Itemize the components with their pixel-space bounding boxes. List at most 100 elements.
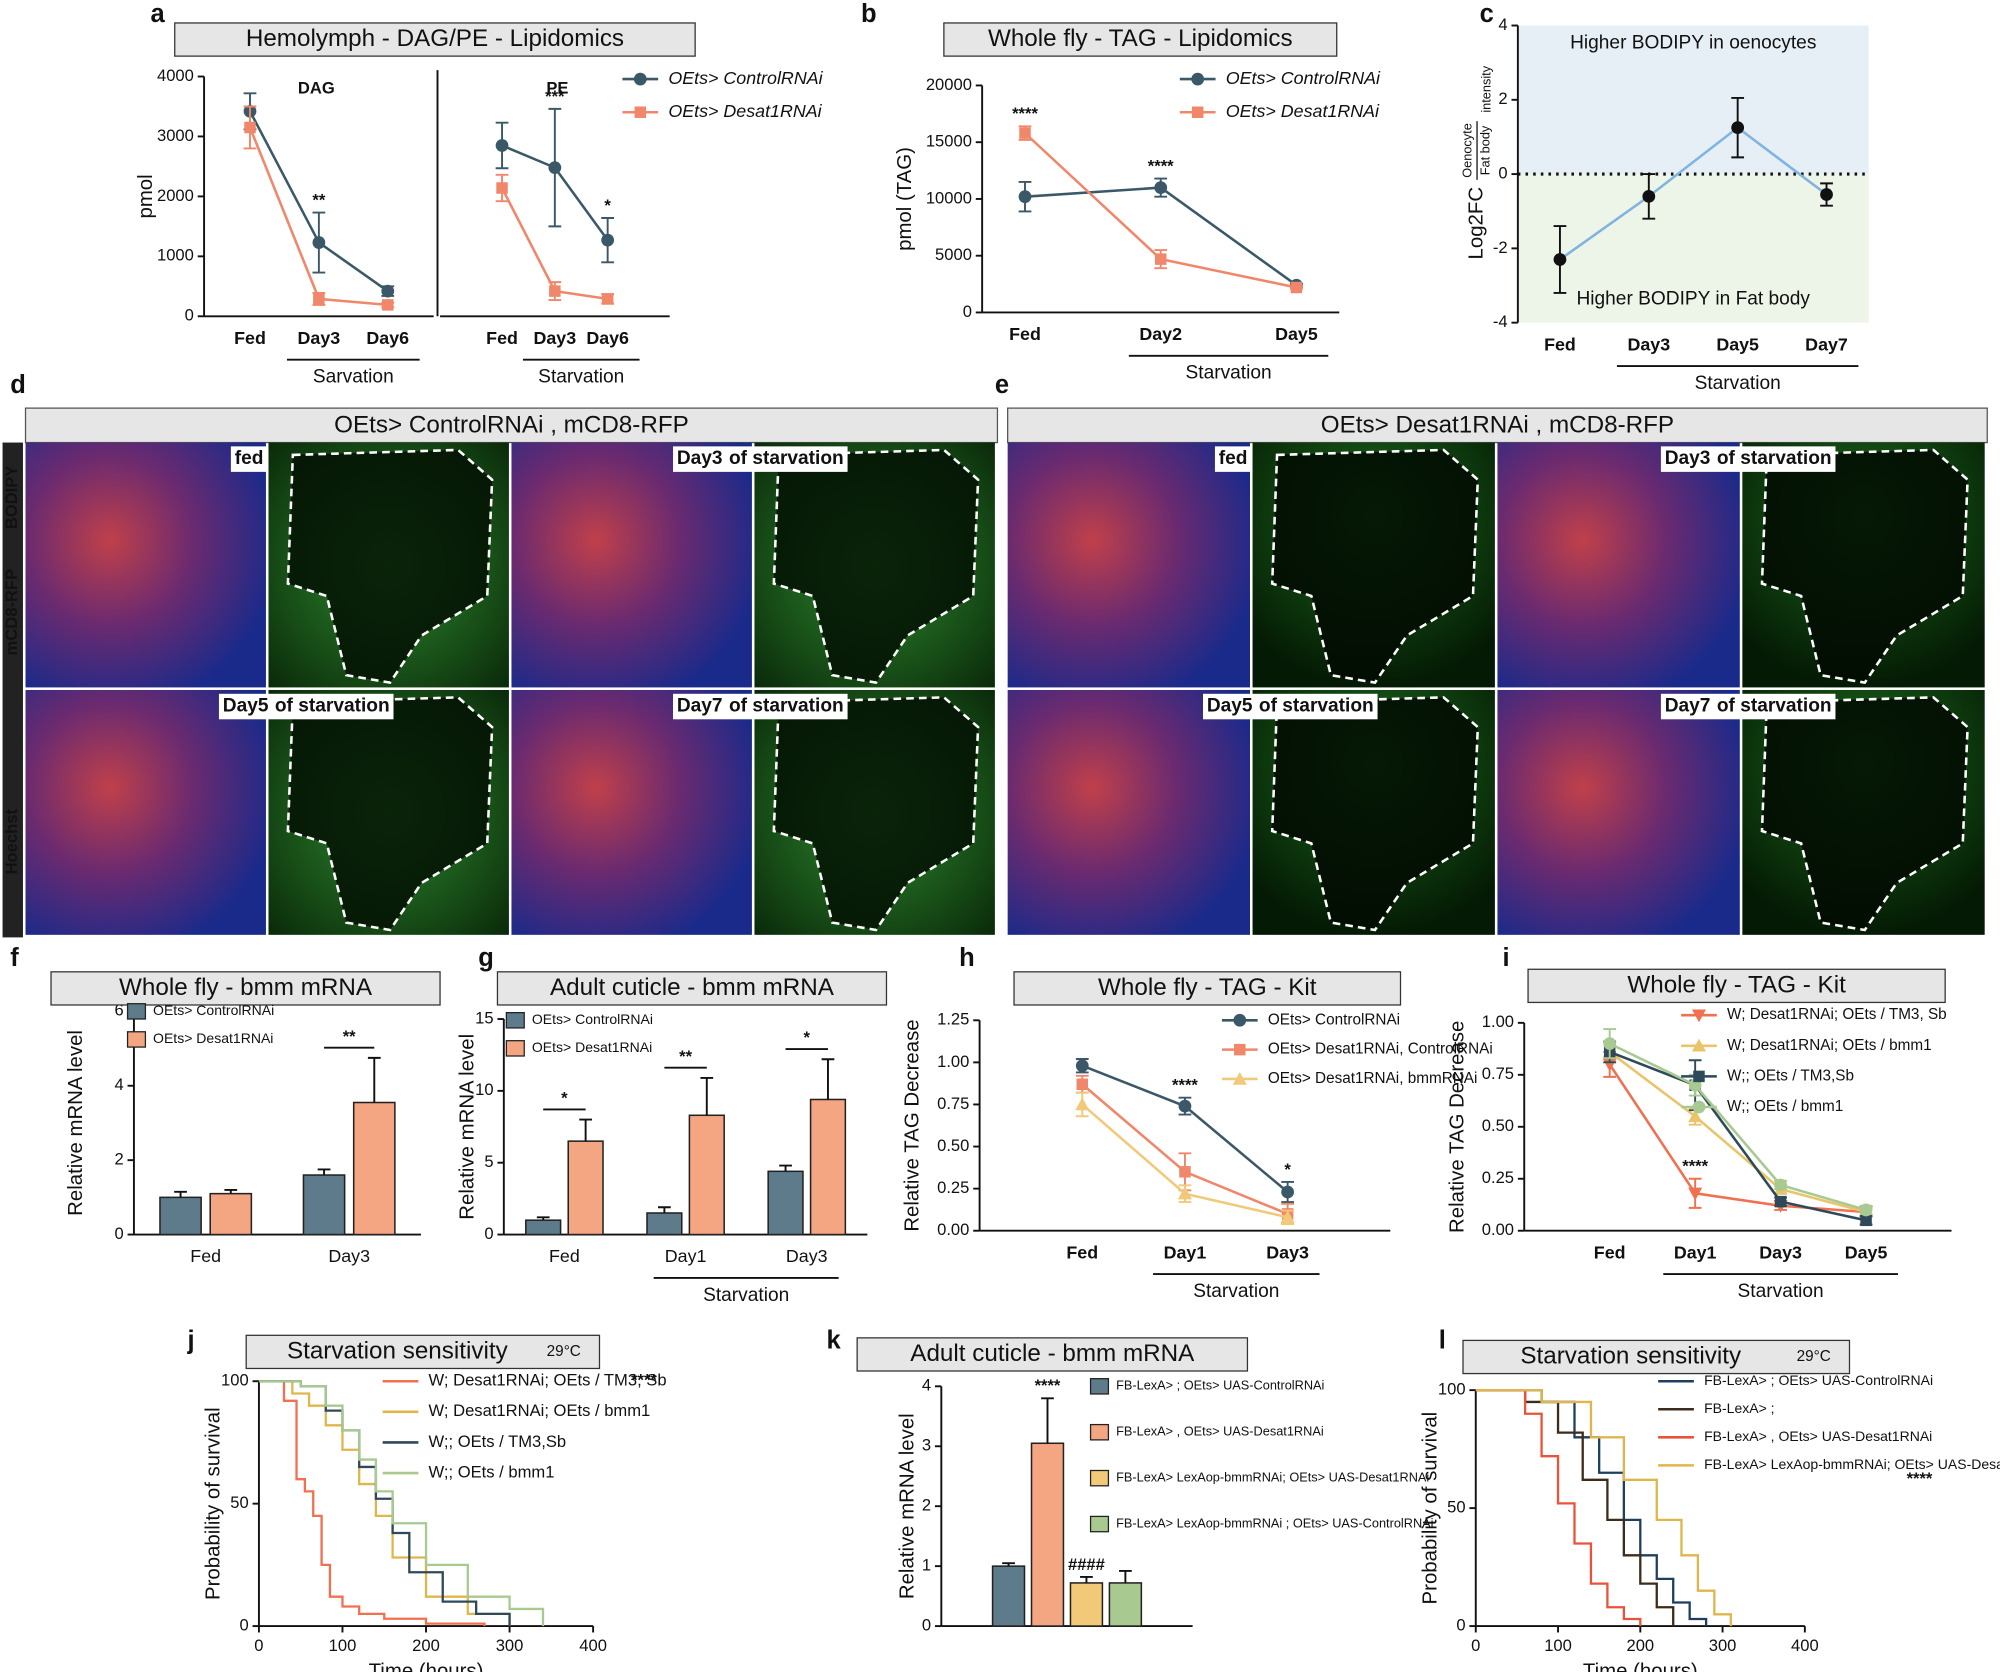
image-label-day: Day7 xyxy=(1665,696,1711,717)
y-tick-label: -4 xyxy=(1493,312,1508,331)
region-outline xyxy=(286,696,494,932)
label-bg xyxy=(230,446,268,472)
x-tick-label: 0 xyxy=(254,1636,263,1655)
legend-label: FB-LexA> , OEts> UAS-Desat1RNAi xyxy=(1704,1428,1932,1444)
x-tick-label: 300 xyxy=(496,1636,524,1655)
significance: * xyxy=(561,1089,568,1108)
x-tick-label: Day7 xyxy=(1805,334,1848,354)
panel-letter: g xyxy=(478,944,494,972)
x-tick-label: Fed xyxy=(486,328,518,348)
image-label-day: Day3 xyxy=(1665,448,1711,469)
x-tick-label: 100 xyxy=(329,1636,357,1655)
channel-label: BODIPY xyxy=(2,466,21,530)
label-bg xyxy=(673,693,848,720)
y-tick-label: 1 xyxy=(922,1556,931,1575)
x-tick-label: 200 xyxy=(1626,1636,1654,1655)
bar xyxy=(159,1196,202,1236)
merged-image xyxy=(25,442,266,688)
error-bar xyxy=(821,1058,835,1100)
legend-marker xyxy=(1191,72,1205,86)
image-label: of starvation xyxy=(1259,696,1374,717)
legend-swatch xyxy=(505,1040,525,1057)
marker xyxy=(1642,189,1656,203)
y-tick-label: 0 xyxy=(484,1224,493,1243)
chart-title: Whole fly - TAG - Kit xyxy=(1098,974,1317,1001)
annotation: Higher BODIPY in Fat body xyxy=(1576,289,1810,310)
error-bar xyxy=(779,1164,792,1172)
marker xyxy=(601,293,614,305)
merged-image xyxy=(1497,442,1740,688)
panel-letter: j xyxy=(186,1326,194,1354)
y-tick-label: 2 xyxy=(114,1150,123,1169)
y-tick-label: 0 xyxy=(114,1224,123,1243)
subplot-label: DAG xyxy=(298,79,335,98)
chart-title: Adult cuticle - bmm mRNA xyxy=(910,1340,1195,1367)
subplot-label: PE xyxy=(546,79,568,98)
image-label: of starvation xyxy=(729,448,844,469)
chart-title: Adult cuticle - bmm mRNA xyxy=(550,974,835,1001)
marker xyxy=(1290,281,1303,294)
legend-swatch xyxy=(126,1031,147,1048)
image-label-day: Day5 xyxy=(223,696,269,717)
error-bar xyxy=(536,1216,550,1221)
note: 29°C xyxy=(1797,1348,1831,1365)
x-tick-label: Day6 xyxy=(366,328,409,348)
bar xyxy=(767,1170,804,1236)
region-outline xyxy=(1760,696,1969,932)
significance: **** xyxy=(1148,156,1174,175)
legend-label: FB-LexA> LexAop-bmmRNAi ; OEts> UAS-Cont… xyxy=(1116,1515,1433,1530)
region-outline xyxy=(772,448,980,684)
image-label: of starvation xyxy=(275,696,390,717)
y-axis-label: pmol xyxy=(135,174,157,218)
y-axis-label: Probability of survival xyxy=(203,1407,225,1600)
x-tick-label: Fed xyxy=(190,1246,221,1266)
marker xyxy=(381,284,395,298)
y-axis-label: pmol (TAG) xyxy=(894,147,916,251)
legend-marker xyxy=(1692,1100,1706,1114)
legend-label: W; Desat1RNAi; OEts / TM3, Sb xyxy=(1727,1006,1947,1023)
y-tick-label: 4 xyxy=(922,1376,931,1395)
x-tick-label: Day3 xyxy=(328,1246,370,1266)
bar xyxy=(525,1219,562,1236)
panel-letter: e xyxy=(995,371,1009,399)
y-tick-label: 5 xyxy=(484,1152,493,1171)
y-axis-label: Probability of survival xyxy=(1420,1412,1442,1605)
y-tick-label: 10000 xyxy=(926,188,972,207)
bar xyxy=(809,1098,847,1236)
y-tick-label: 1.25 xyxy=(937,1010,969,1029)
legend-swatch xyxy=(1089,1378,1110,1395)
image-label: of starvation xyxy=(1717,448,1832,469)
y-tick-label: 20000 xyxy=(926,75,972,94)
title-box xyxy=(1462,1339,1851,1375)
merged-image xyxy=(1497,689,1740,935)
x-tick-label: Day3 xyxy=(298,328,341,348)
title-box xyxy=(1527,968,1946,1004)
bar xyxy=(991,1565,1026,1627)
y-tick-label: 100 xyxy=(1438,1380,1466,1399)
x-tick-label: 100 xyxy=(1544,1636,1572,1655)
error-bar xyxy=(1080,1575,1093,1583)
legend-marker xyxy=(1691,1038,1706,1052)
x-tick-label: Fed xyxy=(1009,324,1041,344)
legend-label: OEts> Desat1RNAi xyxy=(668,101,822,121)
y-tick-label: 0.50 xyxy=(1482,1116,1514,1135)
series-line xyxy=(1608,1050,1867,1214)
significance: **** xyxy=(631,1371,657,1390)
marker xyxy=(244,121,256,134)
chart-title: Whole fly - bmm mRNA xyxy=(119,974,373,1001)
legend-marker xyxy=(1693,1070,1705,1083)
significance: **** xyxy=(1012,104,1038,123)
error-bar xyxy=(700,1076,714,1116)
marker xyxy=(1774,1178,1787,1192)
significance: *** xyxy=(545,87,565,106)
legend-label: OEts> ControlRNAi xyxy=(1268,1011,1400,1028)
legend-label: OEts> Desat1RNAi xyxy=(1226,101,1380,121)
x-tick-label: Fed xyxy=(1544,334,1576,354)
significance: #### xyxy=(1068,1555,1105,1574)
marker xyxy=(1178,1099,1192,1113)
x-tick-label: 400 xyxy=(579,1636,607,1655)
region-outline xyxy=(1760,448,1969,684)
series-line xyxy=(1559,126,1828,261)
marker xyxy=(1774,1195,1787,1208)
x-tick-label: Day2 xyxy=(1139,324,1182,344)
